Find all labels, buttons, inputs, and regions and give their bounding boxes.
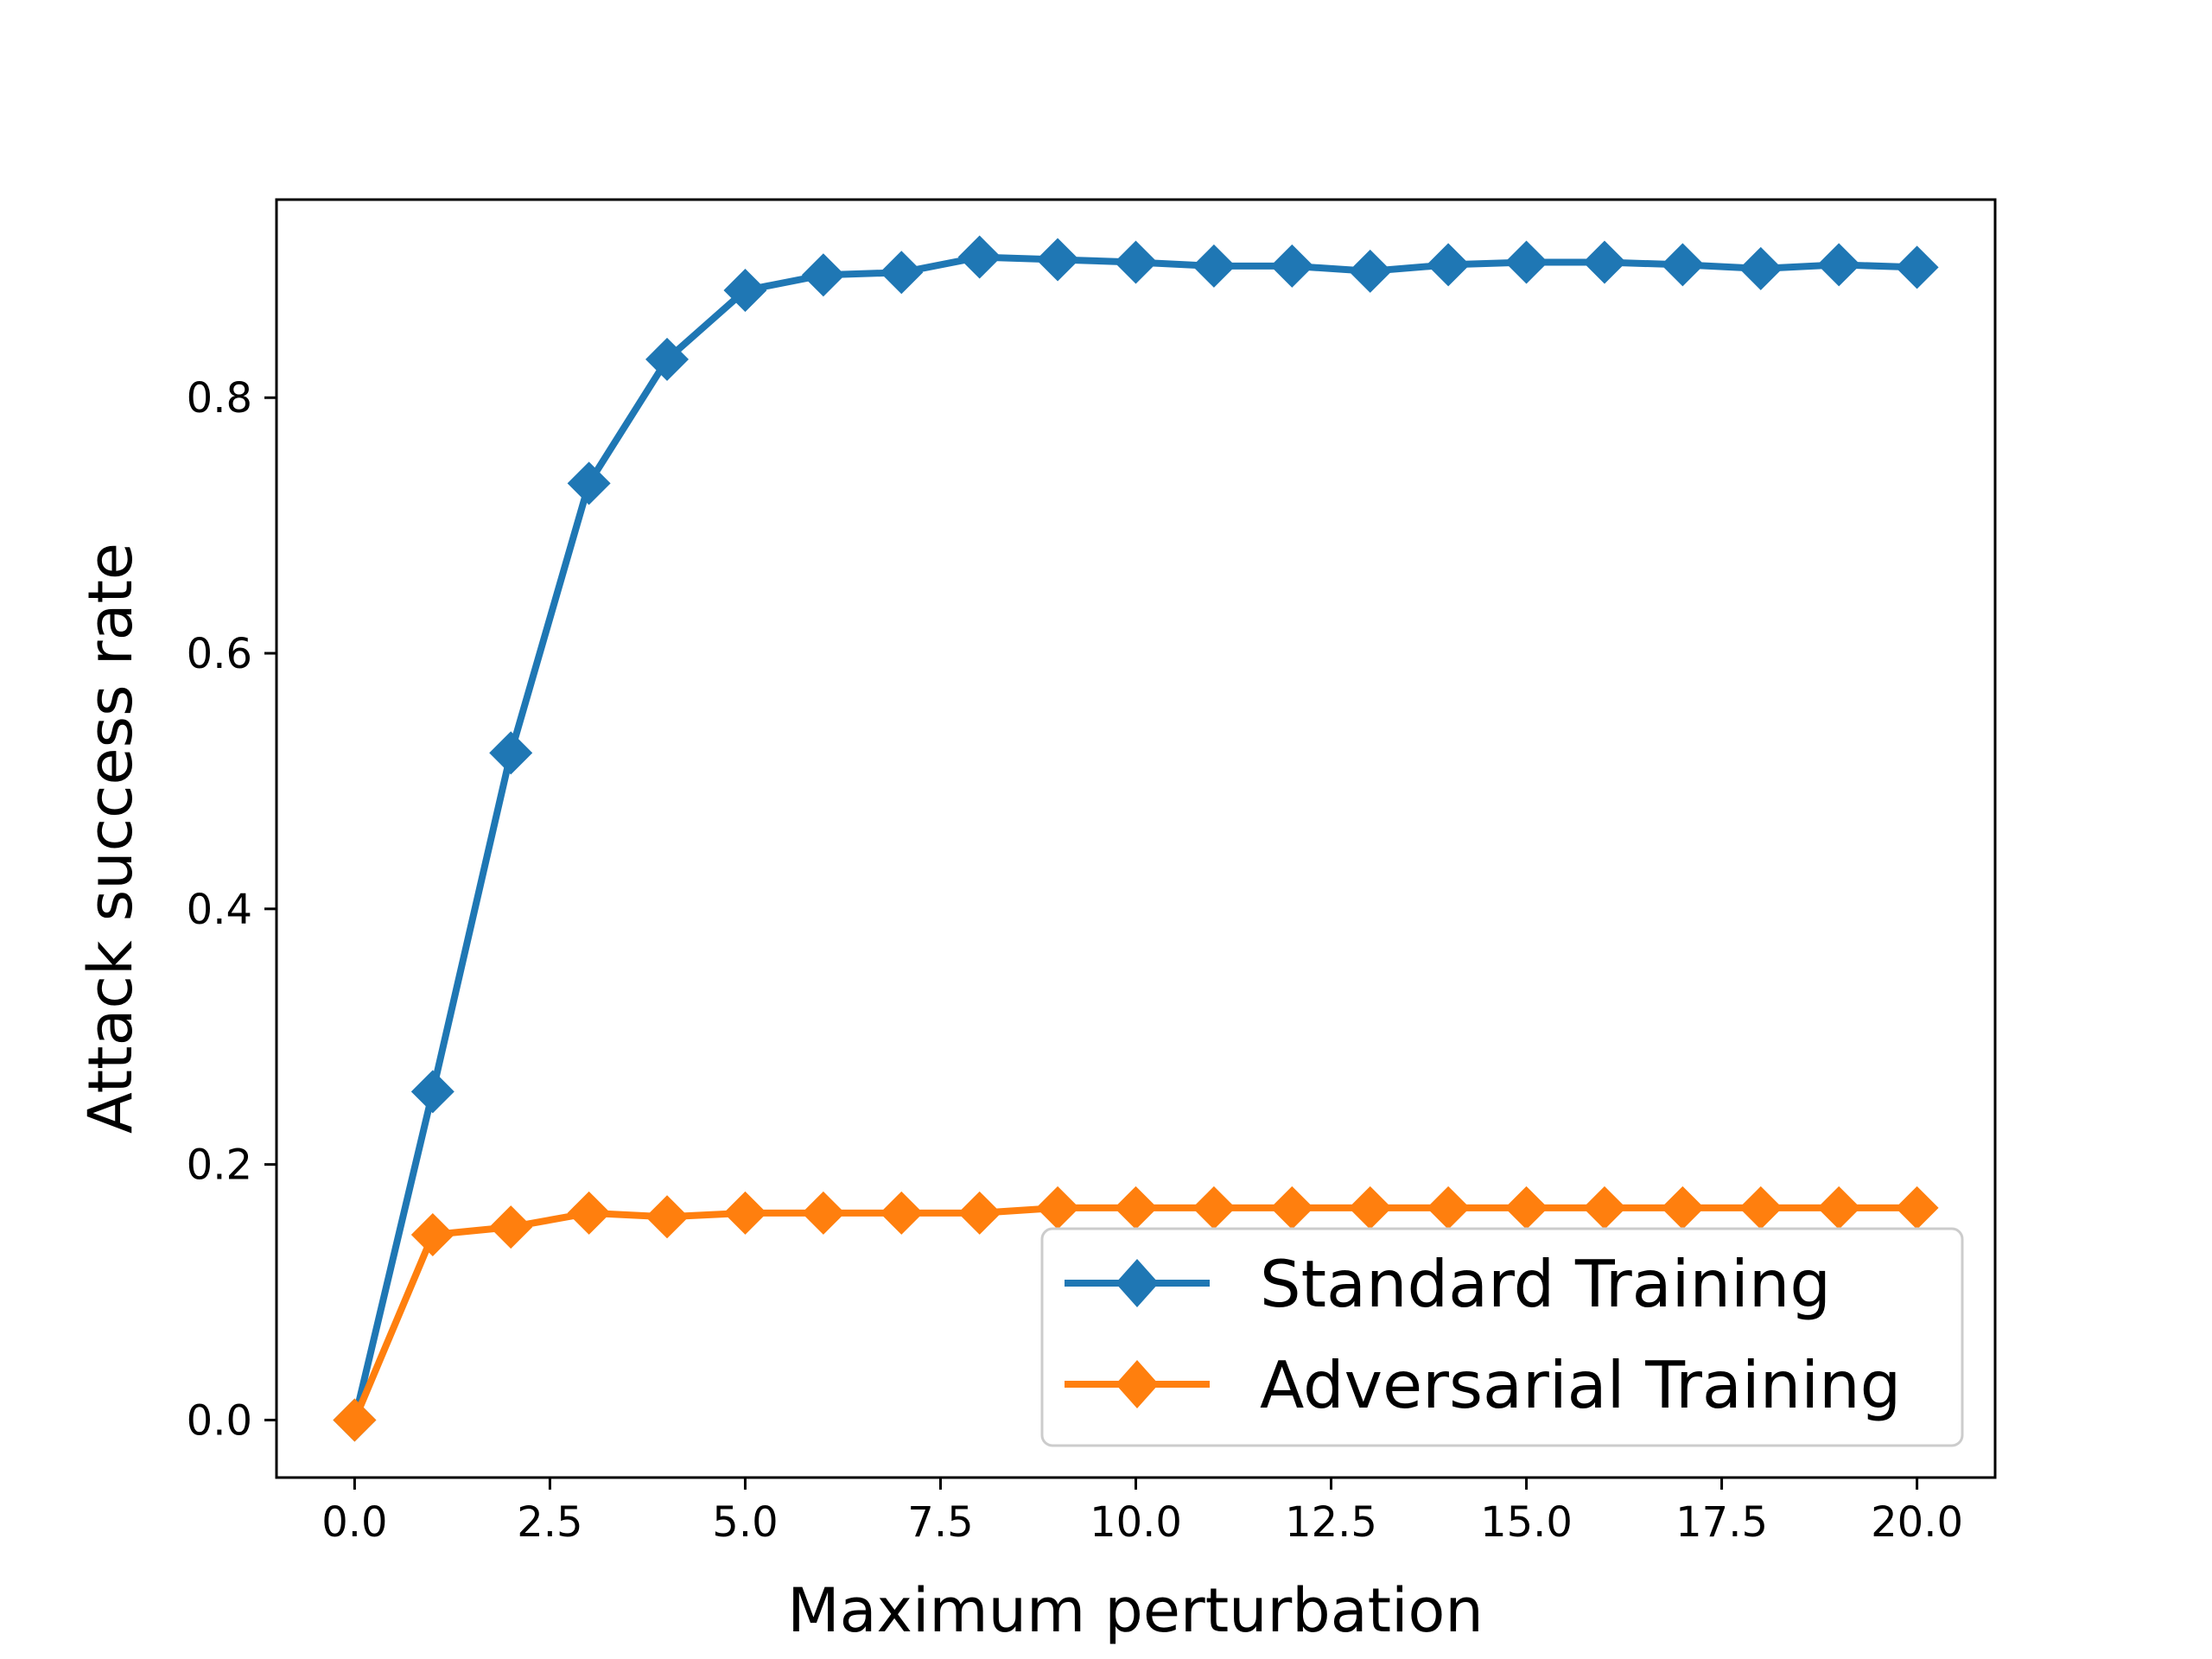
x-tick-label: 7.5 <box>907 1498 973 1547</box>
legend-marker-standard-training <box>1116 1259 1159 1307</box>
data-point-adversarial-training <box>1817 1185 1861 1230</box>
data-point-standard-training <box>1582 240 1626 284</box>
data-point-adversarial-training <box>1270 1185 1314 1230</box>
y-tick-label: 0.0 <box>187 1396 252 1445</box>
legend-label-adversarial-training: Adversarial Training <box>1260 1347 1901 1423</box>
data-point-adversarial-training <box>333 1398 377 1442</box>
data-point-adversarial-training <box>1661 1185 1705 1230</box>
data-point-standard-training <box>1270 244 1314 288</box>
data-point-standard-training <box>1036 238 1080 282</box>
data-point-standard-training <box>801 253 845 297</box>
data-point-adversarial-training <box>410 1212 454 1256</box>
y-axis: 0.0 0.2 0.4 0.6 0.8 <box>187 374 276 1445</box>
x-tick-label: 0.0 <box>321 1498 387 1547</box>
data-point-adversarial-training <box>957 1191 1001 1235</box>
x-tick-label: 5.0 <box>712 1498 778 1547</box>
x-tick-label: 15.0 <box>1480 1498 1573 1547</box>
data-point-adversarial-training <box>1427 1185 1471 1230</box>
data-point-adversarial-training <box>489 1205 533 1249</box>
data-point-standard-training <box>1192 244 1236 288</box>
data-point-adversarial-training <box>645 1195 690 1239</box>
data-point-standard-training <box>957 235 1001 279</box>
data-point-standard-training <box>489 731 533 775</box>
data-point-standard-training <box>1661 243 1705 287</box>
legend-box <box>1040 1227 1964 1447</box>
x-tick-label: 10.0 <box>1090 1498 1182 1547</box>
data-point-standard-training <box>567 461 611 505</box>
x-tick-label: 17.5 <box>1675 1498 1768 1547</box>
data-point-adversarial-training <box>567 1191 611 1235</box>
data-point-adversarial-training <box>1504 1185 1548 1230</box>
data-point-adversarial-training <box>1036 1185 1080 1230</box>
data-point-adversarial-training <box>1582 1185 1626 1230</box>
data-point-standard-training <box>1738 246 1783 290</box>
y-tick-label: 0.4 <box>187 886 252 934</box>
y-tick-label: 0.6 <box>187 630 252 678</box>
data-point-adversarial-training <box>1895 1185 1939 1230</box>
data-point-standard-training <box>723 269 767 313</box>
data-point-adversarial-training <box>880 1191 924 1235</box>
data-point-adversarial-training <box>1738 1185 1783 1230</box>
data-point-adversarial-training <box>801 1191 845 1235</box>
data-point-standard-training <box>645 337 690 381</box>
data-point-standard-training <box>1895 245 1939 289</box>
data-point-standard-training <box>1817 243 1861 287</box>
data-point-standard-training <box>880 251 924 295</box>
data-point-standard-training <box>1504 240 1548 284</box>
data-point-standard-training <box>1348 249 1392 293</box>
legend-label-standard-training: Standard Training <box>1260 1246 1831 1322</box>
data-point-adversarial-training <box>1192 1185 1236 1230</box>
legend-marker-adversarial-training <box>1116 1360 1159 1408</box>
data-point-adversarial-training <box>1114 1185 1158 1230</box>
data-point-adversarial-training <box>723 1191 767 1235</box>
data-point-standard-training <box>1114 240 1158 284</box>
data-point-adversarial-training <box>1348 1185 1392 1230</box>
x-axis-label: Maximum perturbation <box>787 1575 1483 1646</box>
legend: Standard Training Adversarial Training <box>1040 1227 1964 1447</box>
x-tick-label: 20.0 <box>1871 1498 1963 1547</box>
x-axis: 0.0 2.5 5.0 7.5 10.0 12.5 15.0 17.5 20.0 <box>321 1478 1963 1547</box>
data-point-standard-training <box>1427 243 1471 287</box>
x-tick-label: 2.5 <box>517 1498 582 1547</box>
y-tick-label: 0.2 <box>187 1141 252 1190</box>
y-tick-label: 0.8 <box>187 374 252 423</box>
y-axis-label: Attack success rate <box>75 543 146 1134</box>
series-layer <box>333 235 1939 1442</box>
x-tick-label: 12.5 <box>1285 1498 1377 1547</box>
data-point-standard-training <box>410 1070 454 1114</box>
